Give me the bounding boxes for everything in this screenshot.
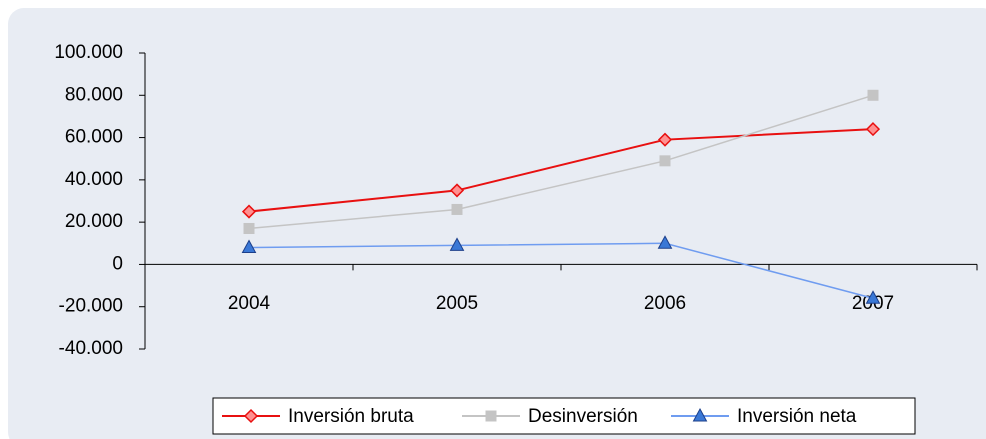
legend-label: Inversión neta <box>737 406 857 427</box>
x-tick-label: 2006 <box>644 293 686 314</box>
chart-panel <box>8 8 986 439</box>
y-tick-label: 80.000 <box>65 84 123 105</box>
y-tick-label: 20.000 <box>65 211 123 232</box>
y-tick-label: 40.000 <box>65 169 123 190</box>
legend-label: Inversión bruta <box>288 406 414 427</box>
x-tick-label: 2005 <box>436 293 478 314</box>
point-marker <box>449 183 465 198</box>
y-tick-label: -20.000 <box>59 296 123 317</box>
y-tick-label: 100.000 <box>54 42 123 63</box>
y-tick-label: 60.000 <box>65 127 123 148</box>
point-marker <box>865 290 881 304</box>
legend-marker <box>692 407 708 422</box>
legend-marker <box>485 410 497 422</box>
y-tick-label: 0 <box>112 253 123 274</box>
point-marker <box>657 132 673 147</box>
series-line <box>248 242 874 299</box>
point-marker <box>241 239 257 254</box>
x-tick-label: 2004 <box>228 293 271 314</box>
point-marker <box>657 235 673 249</box>
series-line <box>248 94 874 230</box>
legend-marker <box>243 408 259 424</box>
point-marker <box>867 89 879 101</box>
legend-label: Desinversión <box>528 406 638 427</box>
point-marker <box>243 222 255 234</box>
point-marker <box>451 203 463 215</box>
legend-box <box>212 397 916 435</box>
point-marker <box>241 204 257 219</box>
y-tick-label: -40.000 <box>59 338 123 359</box>
series-line <box>248 128 874 213</box>
point-marker <box>865 122 881 137</box>
point-marker <box>659 155 671 167</box>
point-marker <box>449 237 465 251</box>
